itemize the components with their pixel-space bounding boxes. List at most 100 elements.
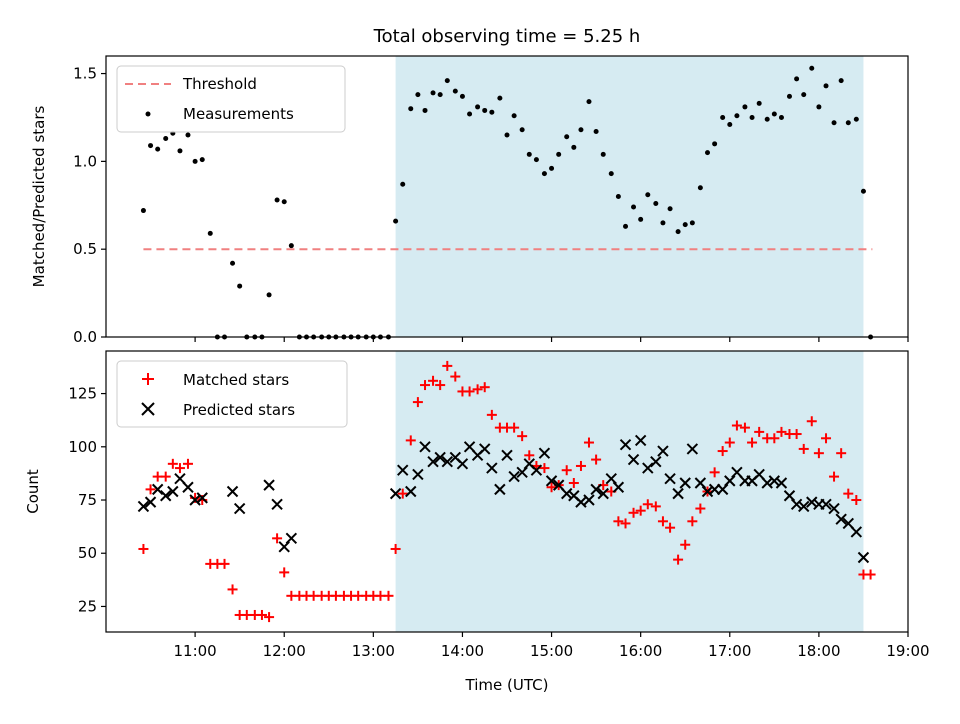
matched-star-point [138, 543, 149, 554]
measurement-point [475, 104, 481, 110]
ratio-legend-box [116, 65, 346, 133]
measurement-point [727, 121, 733, 127]
count-x-tick-label: 16:00 [619, 642, 662, 660]
matched-star-point [628, 507, 639, 518]
matched-star-point [739, 422, 750, 433]
count-x-tick-label: 12:00 [263, 642, 306, 660]
measurement-point [192, 158, 198, 164]
matched-star-point [731, 420, 742, 431]
matched-star-point [435, 380, 446, 391]
matched-star-point [479, 382, 490, 393]
predicted-star-point [828, 502, 840, 515]
measurement-point [720, 114, 726, 120]
observing-window-shade [395, 56, 864, 337]
matched-star-point [256, 609, 267, 620]
measurement-point [801, 92, 807, 98]
predicted-star-point [479, 443, 491, 455]
matched-star-point [442, 360, 453, 371]
matched-star-point [821, 433, 832, 444]
ratio-y-tick-label: 0.5 [73, 240, 97, 258]
measurement-point [148, 143, 154, 149]
predicted-star-point [419, 441, 431, 453]
predicted-star-point [657, 445, 669, 457]
measurement-point [675, 229, 681, 235]
matched-star-point [813, 448, 824, 459]
matched-star-point [509, 422, 520, 433]
predicted-star-point [151, 483, 164, 496]
count-y-tick-label: 125 [68, 385, 97, 403]
matched-star-point [561, 465, 572, 476]
matched-star-point [776, 426, 787, 437]
matched-star-point [272, 533, 283, 544]
matched-stars-points [138, 360, 876, 623]
matched-star-point [397, 488, 408, 499]
measurement-point [689, 220, 695, 226]
measurement-point [786, 93, 792, 99]
predicted-star-point [456, 458, 469, 470]
measurement-point [230, 260, 236, 266]
measurement-point [237, 283, 243, 289]
ratio-legend: Threshold Measurements [116, 65, 346, 133]
measurement-point [823, 83, 829, 89]
measurement-point [266, 292, 272, 298]
predicted-star-point [619, 438, 632, 451]
predicted-star-point [575, 496, 587, 508]
ratio-y-axis: 0.0 0.5 1.0 1.5 [73, 65, 106, 346]
measurement-point [615, 194, 621, 199]
matched-star-point [279, 567, 290, 578]
measurement-point [660, 220, 666, 226]
predicted-star-point [189, 494, 201, 506]
count-x-tick-label: 11:00 [173, 642, 216, 660]
predicted-star-point [672, 487, 684, 500]
predicted-star-point [397, 464, 409, 476]
measurement-point [593, 129, 599, 135]
matched-star-point [687, 516, 698, 527]
measurement-point [764, 116, 770, 122]
matched-star-point [836, 448, 847, 459]
predicted-star-point [182, 481, 194, 493]
predicted-star-point [441, 455, 454, 468]
measurement-point [771, 111, 777, 117]
matched-star-point [472, 384, 483, 395]
matched-star-point [843, 488, 854, 499]
predicted-star-point [167, 485, 179, 498]
matched-star-point [405, 435, 416, 446]
measurement-point [586, 99, 592, 105]
count-x-axis-label: Time (UTC) [465, 676, 549, 694]
count-y-tick-label: 50 [78, 544, 97, 562]
measurement-point [778, 114, 784, 120]
measurement-point [682, 222, 688, 228]
count-x-tick-label: 19:00 [886, 642, 929, 660]
legend-predicted-label: Predicted stars [183, 401, 295, 419]
measurement-point [467, 111, 473, 117]
measurement-point [140, 208, 146, 214]
legend-predicted-swatch [141, 402, 155, 416]
predicted-star-point [412, 468, 424, 481]
legend-threshold-label: Threshold [182, 75, 257, 93]
measurement-point [631, 204, 637, 210]
count-legend: Matched stars Predicted stars [116, 360, 348, 428]
measurement-point [288, 243, 294, 249]
matched-star-point [754, 426, 765, 437]
matched-star-point [620, 518, 631, 529]
predicted-star-point [806, 496, 818, 508]
predicted-star-point [137, 500, 150, 513]
measurement-point [608, 171, 614, 177]
predicted-star-point [790, 498, 803, 510]
predicted-star-point [612, 481, 625, 493]
measurement-point [712, 141, 718, 147]
matched-star-point [517, 431, 528, 442]
predicted-star-point [664, 473, 676, 485]
measurement-point [697, 185, 703, 191]
measurement-point [444, 78, 450, 84]
predicted-star-point [820, 498, 832, 510]
count-y-tick-label: 25 [78, 597, 97, 615]
measurement-point [816, 104, 822, 110]
measurement-point [430, 90, 436, 96]
matched-star-point [798, 443, 809, 454]
predicted-star-point [560, 487, 573, 500]
matched-star-point [829, 471, 840, 482]
measurement-point [199, 157, 205, 163]
predicted-star-point [494, 483, 506, 496]
measurement-point [452, 88, 458, 94]
